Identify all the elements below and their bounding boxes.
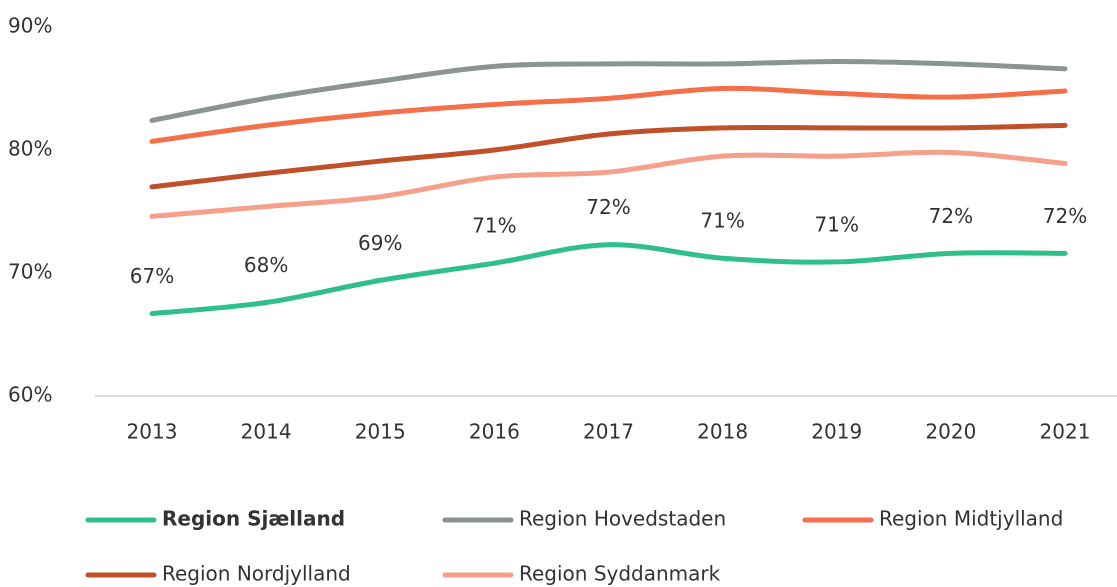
y-tick-label: 70% [8, 260, 52, 284]
data-label: 72% [929, 204, 973, 228]
x-tick-label: 2016 [469, 420, 520, 444]
series-line [149, 122, 1068, 190]
legend-label: Region Nordjylland [162, 562, 351, 586]
legend-label: Region Midtjylland [879, 507, 1063, 531]
y-tick-label: 60% [8, 383, 52, 407]
x-tick-label: 2021 [1040, 420, 1091, 444]
x-tick-label: 2013 [127, 420, 178, 444]
data-label: 69% [358, 231, 402, 255]
legend-label: Region Hovedstaden [519, 507, 726, 531]
y-tick-label: 90% [8, 14, 52, 38]
legend-label: Region Sjælland [162, 507, 345, 531]
x-tick-label: 2014 [241, 420, 292, 444]
series-line [149, 242, 1068, 317]
series-line [149, 149, 1068, 219]
data-label: 72% [1043, 204, 1087, 228]
data-label: 72% [586, 195, 630, 219]
x-tick-label: 2017 [583, 420, 634, 444]
x-tick-label: 2019 [811, 420, 862, 444]
x-tick-label: 2018 [697, 420, 748, 444]
data-label: 71% [815, 212, 859, 236]
data-label: 68% [244, 253, 288, 277]
x-tick-label: 2015 [355, 420, 406, 444]
x-tick-label: 2020 [925, 420, 976, 444]
data-label: 71% [700, 209, 744, 233]
y-tick-label: 80% [8, 137, 52, 161]
data-label: 71% [472, 214, 516, 238]
legend-label: Region Syddanmark [519, 562, 721, 586]
series-line [149, 85, 1068, 144]
data-label: 67% [130, 264, 174, 288]
series-line [149, 58, 1068, 123]
